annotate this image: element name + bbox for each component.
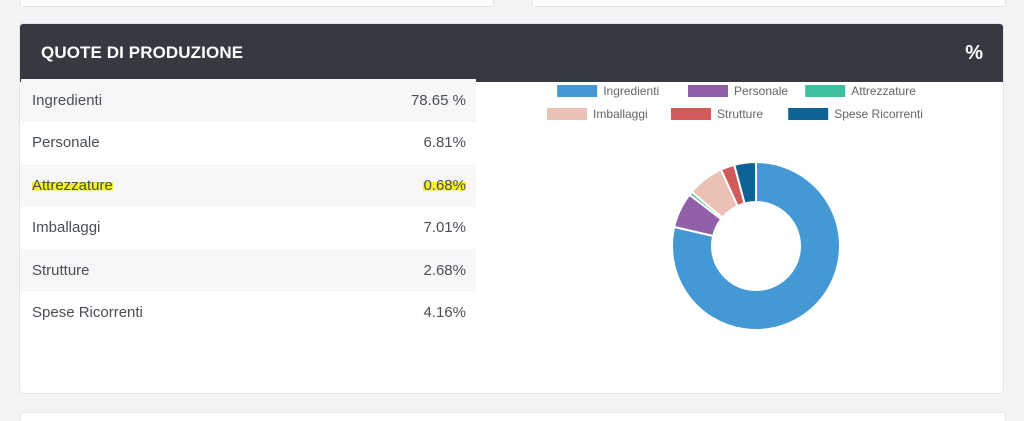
- legend-label[interactable]: Ingredienti: [603, 84, 659, 98]
- legend-label[interactable]: Personale: [734, 84, 788, 98]
- top-card-right: [532, 0, 1006, 7]
- chart-slice-spese-ricorrenti[interactable]: [733, 160, 757, 205]
- table-row: Ingredienti 78.65 %: [21, 79, 476, 122]
- row-label: Spese Ricorrenti: [32, 304, 143, 322]
- panel-header: QUOTE DI PRODUZIONE %: [20, 24, 1003, 82]
- row-label: Strutture: [32, 261, 90, 279]
- table-row: Imballaggi 7.01%: [21, 207, 476, 250]
- chart-legend: Ingredienti Personale Attrezzature Imballag…: [547, 84, 923, 121]
- shares-table: Ingredienti 78.65 % Personale 6.81% Attr…: [21, 79, 476, 334]
- chart-svg: Ingredienti Personale Attrezzature Imballag…: [547, 84, 923, 331]
- legend-swatch[interactable]: [671, 108, 711, 120]
- chart-slice-ingredienti[interactable]: [671, 160, 841, 331]
- row-label: Ingredienti: [32, 91, 103, 109]
- production-shares-panel: QUOTE DI PRODUZIONE %: [19, 23, 1004, 394]
- row-value: 7.01%: [423, 219, 466, 237]
- legend-label[interactable]: Imballaggi: [593, 107, 648, 121]
- chart-slices: [671, 160, 841, 331]
- legend-label[interactable]: Spese Ricorrenti: [834, 107, 923, 121]
- legend-swatch[interactable]: [788, 108, 829, 120]
- table-row: Strutture 2.68%: [21, 249, 476, 292]
- row-value: 78.65 %: [410, 91, 466, 109]
- row-label: Imballaggi: [32, 219, 101, 237]
- row-value: 0.68%: [423, 176, 466, 194]
- legend-swatch[interactable]: [805, 85, 846, 97]
- legend-label[interactable]: Attrezzature: [851, 84, 916, 98]
- doughnut-chart: Ingredienti Personale Attrezzature Imballag…: [530, 79, 960, 339]
- percent-icon[interactable]: %: [965, 41, 983, 64]
- legend-swatch[interactable]: [688, 85, 728, 97]
- row-value: 6.81%: [423, 134, 466, 152]
- table-row: Personale 6.81%: [21, 122, 476, 165]
- legend-swatch[interactable]: [547, 108, 587, 120]
- row-value: 2.68%: [423, 261, 466, 279]
- top-card-left: [20, 0, 494, 7]
- legend-swatch[interactable]: [557, 85, 598, 97]
- table-row: Spese Ricorrenti 4.16%: [21, 292, 476, 335]
- row-label: Personale: [32, 134, 100, 152]
- row-label: Attrezzature: [32, 176, 113, 194]
- row-value: 4.16%: [423, 304, 466, 322]
- legend-label[interactable]: Strutture: [717, 107, 763, 121]
- panel-title: QUOTE DI PRODUZIONE: [41, 43, 244, 62]
- table-row: Attrezzature 0.68%: [21, 164, 476, 207]
